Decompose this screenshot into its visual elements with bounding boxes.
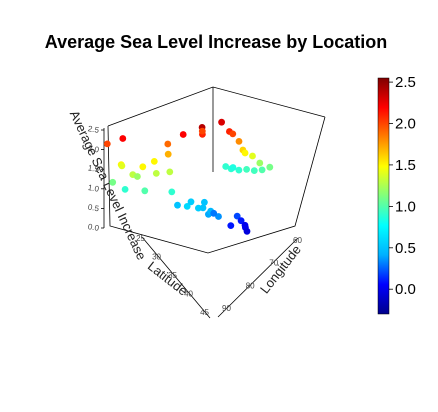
back-top-edges [107,86,326,127]
data-point [164,140,172,148]
z-tick-label: 1.5 [87,163,100,174]
z-tick-label: 2.0 [87,144,100,155]
data-point [256,159,264,167]
data-point [152,170,160,177]
colorbar-tick-label: 2.5 [395,74,416,91]
y-axis-line [217,237,299,318]
colorbar-gradient [377,77,390,315]
data-point [139,163,147,171]
data-point [150,158,158,165]
colorbar-tick-label: 1.5 [395,157,416,174]
z-tick-label: 0.5 [87,203,100,214]
data-point [235,138,243,145]
data-point [174,201,181,209]
z-tick-label: 0.0 [87,222,100,233]
data-points [103,118,274,235]
data-point [222,163,230,170]
y-tick-label: 70 [269,259,278,268]
data-point [227,222,235,230]
data-point [121,186,129,193]
data-point [134,173,141,180]
axis-ticks: 0.0 0.5 1.0 1.5 2.0 2.5 25 30 35 40 45 60 70 80 90 [87,124,302,317]
x-tick-label: 30 [152,253,161,262]
data-point [210,209,218,217]
data-point [141,187,149,195]
x-tick-label: 45 [200,308,209,317]
plot-box [107,86,326,254]
z-tick-label: 2.5 [87,124,100,135]
data-point [218,118,226,126]
data-point [249,152,256,160]
colorbar-tick-label: 0.5 [395,240,416,257]
data-point [229,164,237,171]
data-point [166,168,174,176]
data-point [229,130,237,138]
x-tick-label: 40 [184,290,193,299]
x-axis-line [141,236,211,319]
data-point [168,188,176,196]
colorbar: 0.0 0.5 1.0 1.5 2.0 2.5 [377,74,416,315]
data-point [118,162,126,170]
data-point [183,203,191,210]
colorbar-tick-label: 1.0 [395,198,416,215]
data-point [187,198,195,206]
data-point [233,212,241,220]
data-point [266,163,274,171]
y-tick-label: 80 [246,281,255,290]
colorbar-tick-label: 0.0 [395,281,416,298]
data-point [250,167,258,175]
data-point [103,140,111,148]
x-tick-label: 35 [168,271,177,280]
data-point [258,166,266,174]
data-point [235,166,243,174]
data-point [109,178,117,186]
y-axis-label: Longitude [257,242,304,296]
data-point [199,204,207,212]
data-point [201,198,208,206]
data-point [198,127,206,135]
data-point [241,221,249,229]
y-tick-label: 90 [222,304,231,313]
x-tick-label: 25 [136,234,145,243]
data-point [237,217,245,225]
x-axis-label: Latitude [145,258,191,298]
data-point [164,150,172,158]
data-point [241,149,249,157]
colorbar-tick-label: 2.0 [395,116,416,133]
data-point [215,213,222,220]
data-point [243,166,251,173]
data-point [179,131,187,138]
chart-title: Average Sea Level Increase by Location [45,32,388,52]
y-tick-label: 60 [293,236,302,245]
z-tick-label: 1.0 [87,183,100,194]
data-point [119,135,127,142]
front-frame-edges [107,116,326,254]
data-point [243,227,251,235]
